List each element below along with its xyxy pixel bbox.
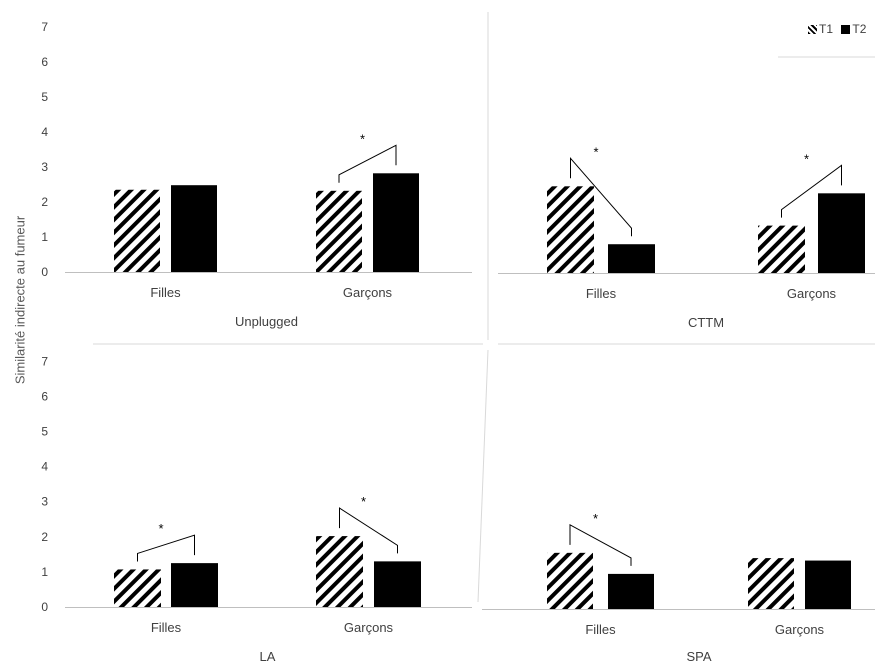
significance-star: *: [593, 511, 598, 526]
x-tick-label: Filles: [586, 286, 617, 301]
significance-bracket: [569, 524, 632, 566]
bar-t2-1: [373, 173, 419, 272]
legend-swatch-solid: [841, 25, 851, 34]
bar-t2-0: [608, 244, 655, 273]
bar-t1-1: [758, 225, 805, 273]
bar-t1-1: [748, 558, 794, 609]
y-axis-label: Similarité indirecte au fumeur: [12, 215, 28, 385]
plots: 0 1 2 3 4 5 6 7 Filles Garçons * Unplugged Filles Gar…: [41, 20, 875, 664]
significance-bracket: [338, 144, 397, 183]
bar-t1-0: [114, 189, 160, 272]
legend-label-t2: T2: [852, 22, 867, 36]
panel-divider-3: [477, 349, 489, 603]
y-tick-label: 4: [41, 460, 48, 474]
bar-t1-0: [547, 552, 593, 609]
x-tick-label: Filles: [150, 285, 181, 300]
significance-star: *: [158, 521, 163, 536]
panel-spa: Filles Garçons * SPA: [482, 511, 875, 664]
panel-cttm: Filles Garçons * * CTTM: [498, 144, 875, 330]
significance-star: *: [593, 144, 598, 159]
bar-t1-1: [316, 190, 362, 272]
bar-t1-1: [316, 536, 363, 607]
y-tick-label: 5: [41, 90, 48, 104]
significance-star: *: [361, 494, 366, 509]
y-tick-label: 3: [41, 495, 48, 509]
x-tick-label: Garçons: [344, 620, 394, 635]
significance-bracket: [339, 507, 398, 554]
x-tick-label: Garçons: [787, 286, 837, 301]
panel-title: LA: [260, 649, 276, 664]
bar-t2-0: [608, 573, 654, 609]
y-tick-label: 3: [41, 160, 48, 174]
bar-t1-0: [114, 569, 161, 607]
bar-t2-1: [805, 560, 851, 609]
legend-label-t1: T1: [819, 22, 834, 36]
y-tick-label: 2: [41, 530, 48, 544]
y-tick-label: 7: [41, 20, 48, 34]
legend-swatch-hatched: [808, 25, 817, 34]
legend: T1 T2: [808, 22, 875, 36]
panel-title: CTTM: [688, 315, 724, 330]
bar-t1-0: [547, 186, 594, 273]
y-tick-label: 2: [41, 195, 48, 209]
bar-t2-0: [171, 563, 218, 607]
x-tick-label: Garçons: [775, 622, 825, 637]
panel-unplugged: 0 1 2 3 4 5 6 7 Filles Garçons * Unplugged: [41, 20, 472, 329]
significance-bracket: [570, 156, 632, 237]
legend-item-t2: T2: [841, 22, 866, 36]
y-tick-label: 6: [41, 389, 48, 403]
panel-dividers: [93, 12, 875, 603]
x-tick-label: Filles: [151, 620, 182, 635]
y-tick-label: 6: [41, 55, 48, 69]
x-tick-label: Garçons: [343, 285, 393, 300]
bar-t2-0: [171, 185, 217, 272]
legend-item-t1: T1: [808, 22, 833, 36]
y-tick-label: 5: [41, 425, 48, 439]
bar-t2-1: [818, 193, 865, 273]
significance-bracket: [137, 534, 195, 562]
panel-la: 0 1 2 3 4 5 6 7 Filles Garçons * * LA: [41, 354, 472, 664]
y-tick-label: 0: [41, 265, 48, 279]
x-tick-label: Filles: [585, 622, 616, 637]
y-tick-label: 1: [41, 565, 48, 579]
y-tick-label: 4: [41, 125, 48, 139]
panel-title: Unplugged: [235, 314, 298, 329]
y-tick-label: 1: [41, 230, 48, 244]
significance-star: *: [360, 131, 365, 146]
significance-bracket: [781, 164, 842, 218]
bar-t2-1: [374, 561, 421, 607]
panel-title: SPA: [686, 649, 711, 664]
y-tick-label: 7: [41, 354, 48, 368]
y-tick-label: 0: [41, 600, 48, 614]
significance-star: *: [804, 151, 809, 166]
